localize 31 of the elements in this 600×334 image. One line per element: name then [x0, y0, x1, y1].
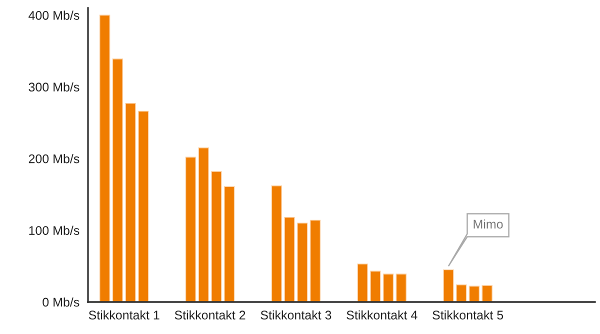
bar: [284, 216, 295, 302]
x-tick-label: Stikkontakt 5: [432, 310, 504, 320]
bar: [468, 286, 480, 302]
x-tick-label: Stikkontakt 3: [260, 310, 332, 320]
bar: [271, 185, 282, 302]
y-tick-label: 300 Mb/s: [28, 82, 80, 92]
bar: [396, 274, 407, 302]
bar: [125, 102, 136, 302]
x-tick-label: Stikkontakt 1: [88, 310, 160, 320]
bar: [296, 222, 308, 302]
bar: [482, 285, 493, 302]
bar: [357, 264, 368, 302]
bar: [198, 147, 209, 302]
bar: [224, 186, 235, 302]
y-tick-label: 400 Mb/s: [28, 10, 80, 20]
bar: [185, 156, 196, 302]
y-tick-label: 100 Mb/s: [29, 226, 80, 235]
bar: [211, 171, 222, 302]
y-tick-label: 0 Mb/s: [42, 297, 80, 307]
bar: [370, 270, 381, 302]
x-tick-label: Stikkontakt 2: [174, 310, 246, 320]
annotation: Mimo: [474, 219, 503, 229]
bar: [99, 14, 110, 302]
bar: [443, 269, 454, 302]
y-tick-label: 200 Mb/s: [28, 154, 80, 164]
bar: [138, 110, 149, 302]
bar: [112, 58, 124, 302]
x-tick-label: Stikkontakt 4: [346, 310, 418, 320]
bar: [382, 274, 394, 302]
bar: [456, 284, 467, 302]
bar: [310, 220, 321, 302]
